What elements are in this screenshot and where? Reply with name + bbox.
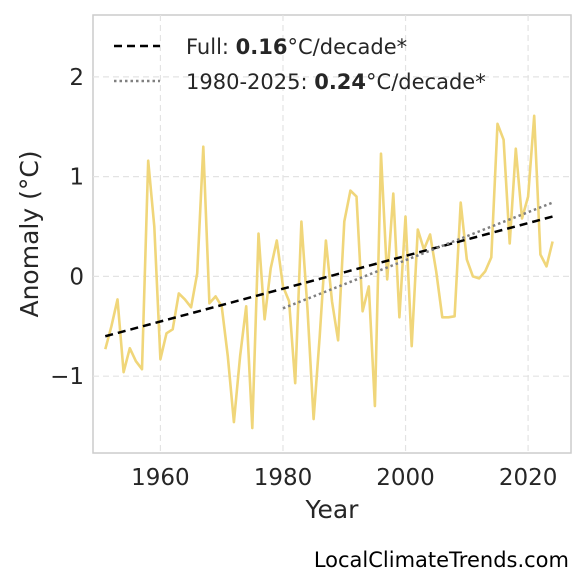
x-tick-label: 2000 <box>376 465 435 491</box>
x-tick-label: 1960 <box>131 465 190 491</box>
y-tick-label: 1 <box>69 165 84 191</box>
y-axis-label: Anomaly (°C) <box>15 150 44 317</box>
watermark: LocalClimateTrends.com <box>313 548 569 572</box>
legend-recent-label: 1980-2025: 0.24°C/decade* <box>186 70 486 94</box>
y-tick-label: 2 <box>69 65 84 91</box>
y-tick-label: 0 <box>69 264 84 290</box>
series-lines <box>104 114 554 430</box>
x-tick-label: 2020 <box>499 465 558 491</box>
legend-full-label: Full: 0.16°C/decade* <box>186 35 407 59</box>
trend-recent-line <box>282 201 554 310</box>
tick-labels: 1960 1980 2000 2020 −1 0 1 2 <box>50 65 557 491</box>
x-axis-label: Year <box>305 495 360 524</box>
x-tick-label: 1980 <box>254 465 313 491</box>
anomaly-series-line <box>104 114 554 430</box>
y-tick-label: −1 <box>50 364 84 390</box>
grid <box>93 15 571 453</box>
legend: Full: 0.16°C/decade* 1980-2025: 0.24°C/d… <box>114 35 486 94</box>
